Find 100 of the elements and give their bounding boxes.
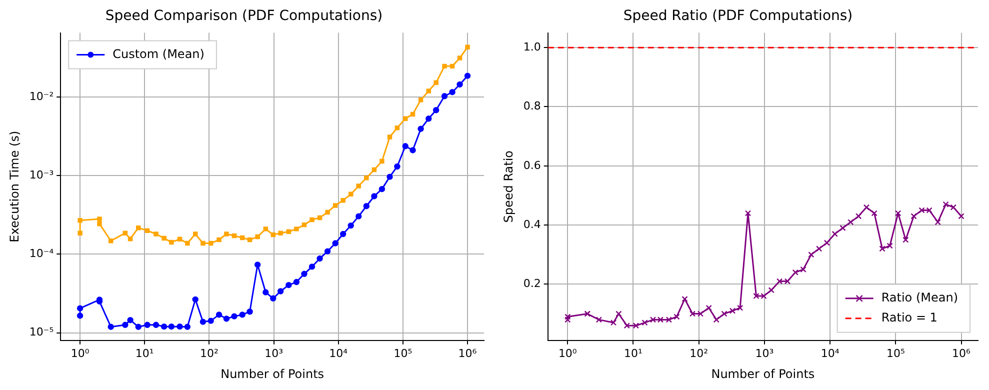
point	[231, 313, 238, 320]
point	[910, 213, 917, 220]
point	[363, 203, 370, 210]
point	[464, 72, 471, 79]
y-tick-label: 0.4	[523, 218, 541, 231]
point	[286, 282, 292, 288]
point	[456, 81, 463, 88]
x-tick-label: 10⁶	[458, 346, 478, 360]
point	[302, 222, 307, 228]
point	[808, 252, 814, 258]
point	[753, 292, 760, 300]
point	[277, 288, 284, 294]
point	[958, 213, 964, 220]
point	[332, 203, 338, 208]
chart-title: Speed Comparison (PDF Computations)	[105, 8, 383, 24]
point	[247, 237, 252, 242]
point	[410, 112, 416, 117]
point	[394, 163, 400, 170]
point	[942, 201, 949, 208]
point	[255, 234, 260, 240]
point	[792, 269, 798, 276]
point	[465, 44, 470, 50]
point	[317, 215, 322, 220]
point	[760, 292, 767, 300]
point	[184, 324, 191, 330]
y-tick-label: 10⁻⁴	[29, 247, 54, 260]
point	[697, 310, 704, 317]
legend-label: Custom (Mean)	[112, 46, 204, 61]
y-tick-label: 1.0	[523, 40, 541, 54]
point	[895, 210, 902, 216]
point	[348, 222, 354, 229]
point	[278, 230, 283, 236]
y-tick-label: 0.2	[523, 277, 541, 290]
y-tick-label: 0.6	[523, 158, 541, 172]
x-tick-label: 10⁰	[558, 346, 578, 360]
point	[863, 204, 870, 210]
x-tick-label: 10³	[264, 346, 283, 360]
point	[185, 240, 190, 246]
point	[721, 310, 728, 317]
point	[410, 147, 416, 154]
y-tick-label: 10⁻²	[29, 90, 54, 104]
point	[729, 308, 736, 314]
point	[642, 320, 648, 326]
point	[254, 262, 261, 268]
point	[855, 213, 862, 220]
point	[689, 310, 696, 317]
point	[706, 304, 712, 311]
point	[122, 322, 128, 328]
point	[270, 232, 276, 238]
point	[144, 322, 150, 328]
point	[402, 143, 408, 150]
point	[301, 270, 308, 278]
point	[886, 242, 893, 249]
point	[263, 226, 268, 232]
point	[378, 186, 386, 192]
point	[434, 80, 438, 86]
point	[348, 192, 354, 197]
point	[324, 248, 331, 254]
point	[418, 126, 424, 132]
point	[160, 323, 168, 330]
point	[840, 224, 846, 232]
point	[918, 207, 925, 214]
x-tick-label: 10⁴	[820, 346, 840, 360]
x-tick-label: 10⁴	[329, 346, 348, 360]
x-tick-label: 10¹	[624, 346, 642, 360]
y-tick-label: 10⁻³	[29, 168, 54, 182]
y-axis-title: Speed Ratio	[501, 150, 516, 223]
point	[871, 210, 878, 216]
x-axis-title: Number of Points	[220, 366, 324, 381]
point	[848, 219, 854, 226]
point	[154, 232, 158, 236]
point	[713, 316, 720, 323]
point	[246, 308, 253, 315]
point	[784, 278, 791, 284]
x-tick-label: 10²	[690, 346, 708, 360]
x-axis-title: Number of Points	[711, 366, 815, 381]
point	[168, 323, 175, 330]
point	[356, 213, 362, 220]
point	[387, 134, 392, 140]
point	[232, 233, 237, 238]
point	[224, 232, 229, 236]
point	[418, 98, 424, 102]
point	[800, 266, 806, 272]
x-tick-label: 10²	[200, 346, 218, 360]
point	[457, 56, 462, 60]
point	[832, 230, 838, 237]
point	[768, 287, 774, 294]
point	[934, 219, 941, 226]
legend-label: Ratio = 1	[881, 310, 938, 325]
point	[879, 246, 886, 252]
point	[192, 296, 198, 303]
point	[216, 312, 222, 318]
point	[426, 88, 432, 94]
point	[650, 316, 656, 323]
point	[402, 116, 408, 121]
point	[192, 232, 198, 236]
point	[177, 236, 182, 242]
point	[208, 318, 214, 324]
point	[316, 255, 323, 262]
point	[674, 314, 680, 320]
